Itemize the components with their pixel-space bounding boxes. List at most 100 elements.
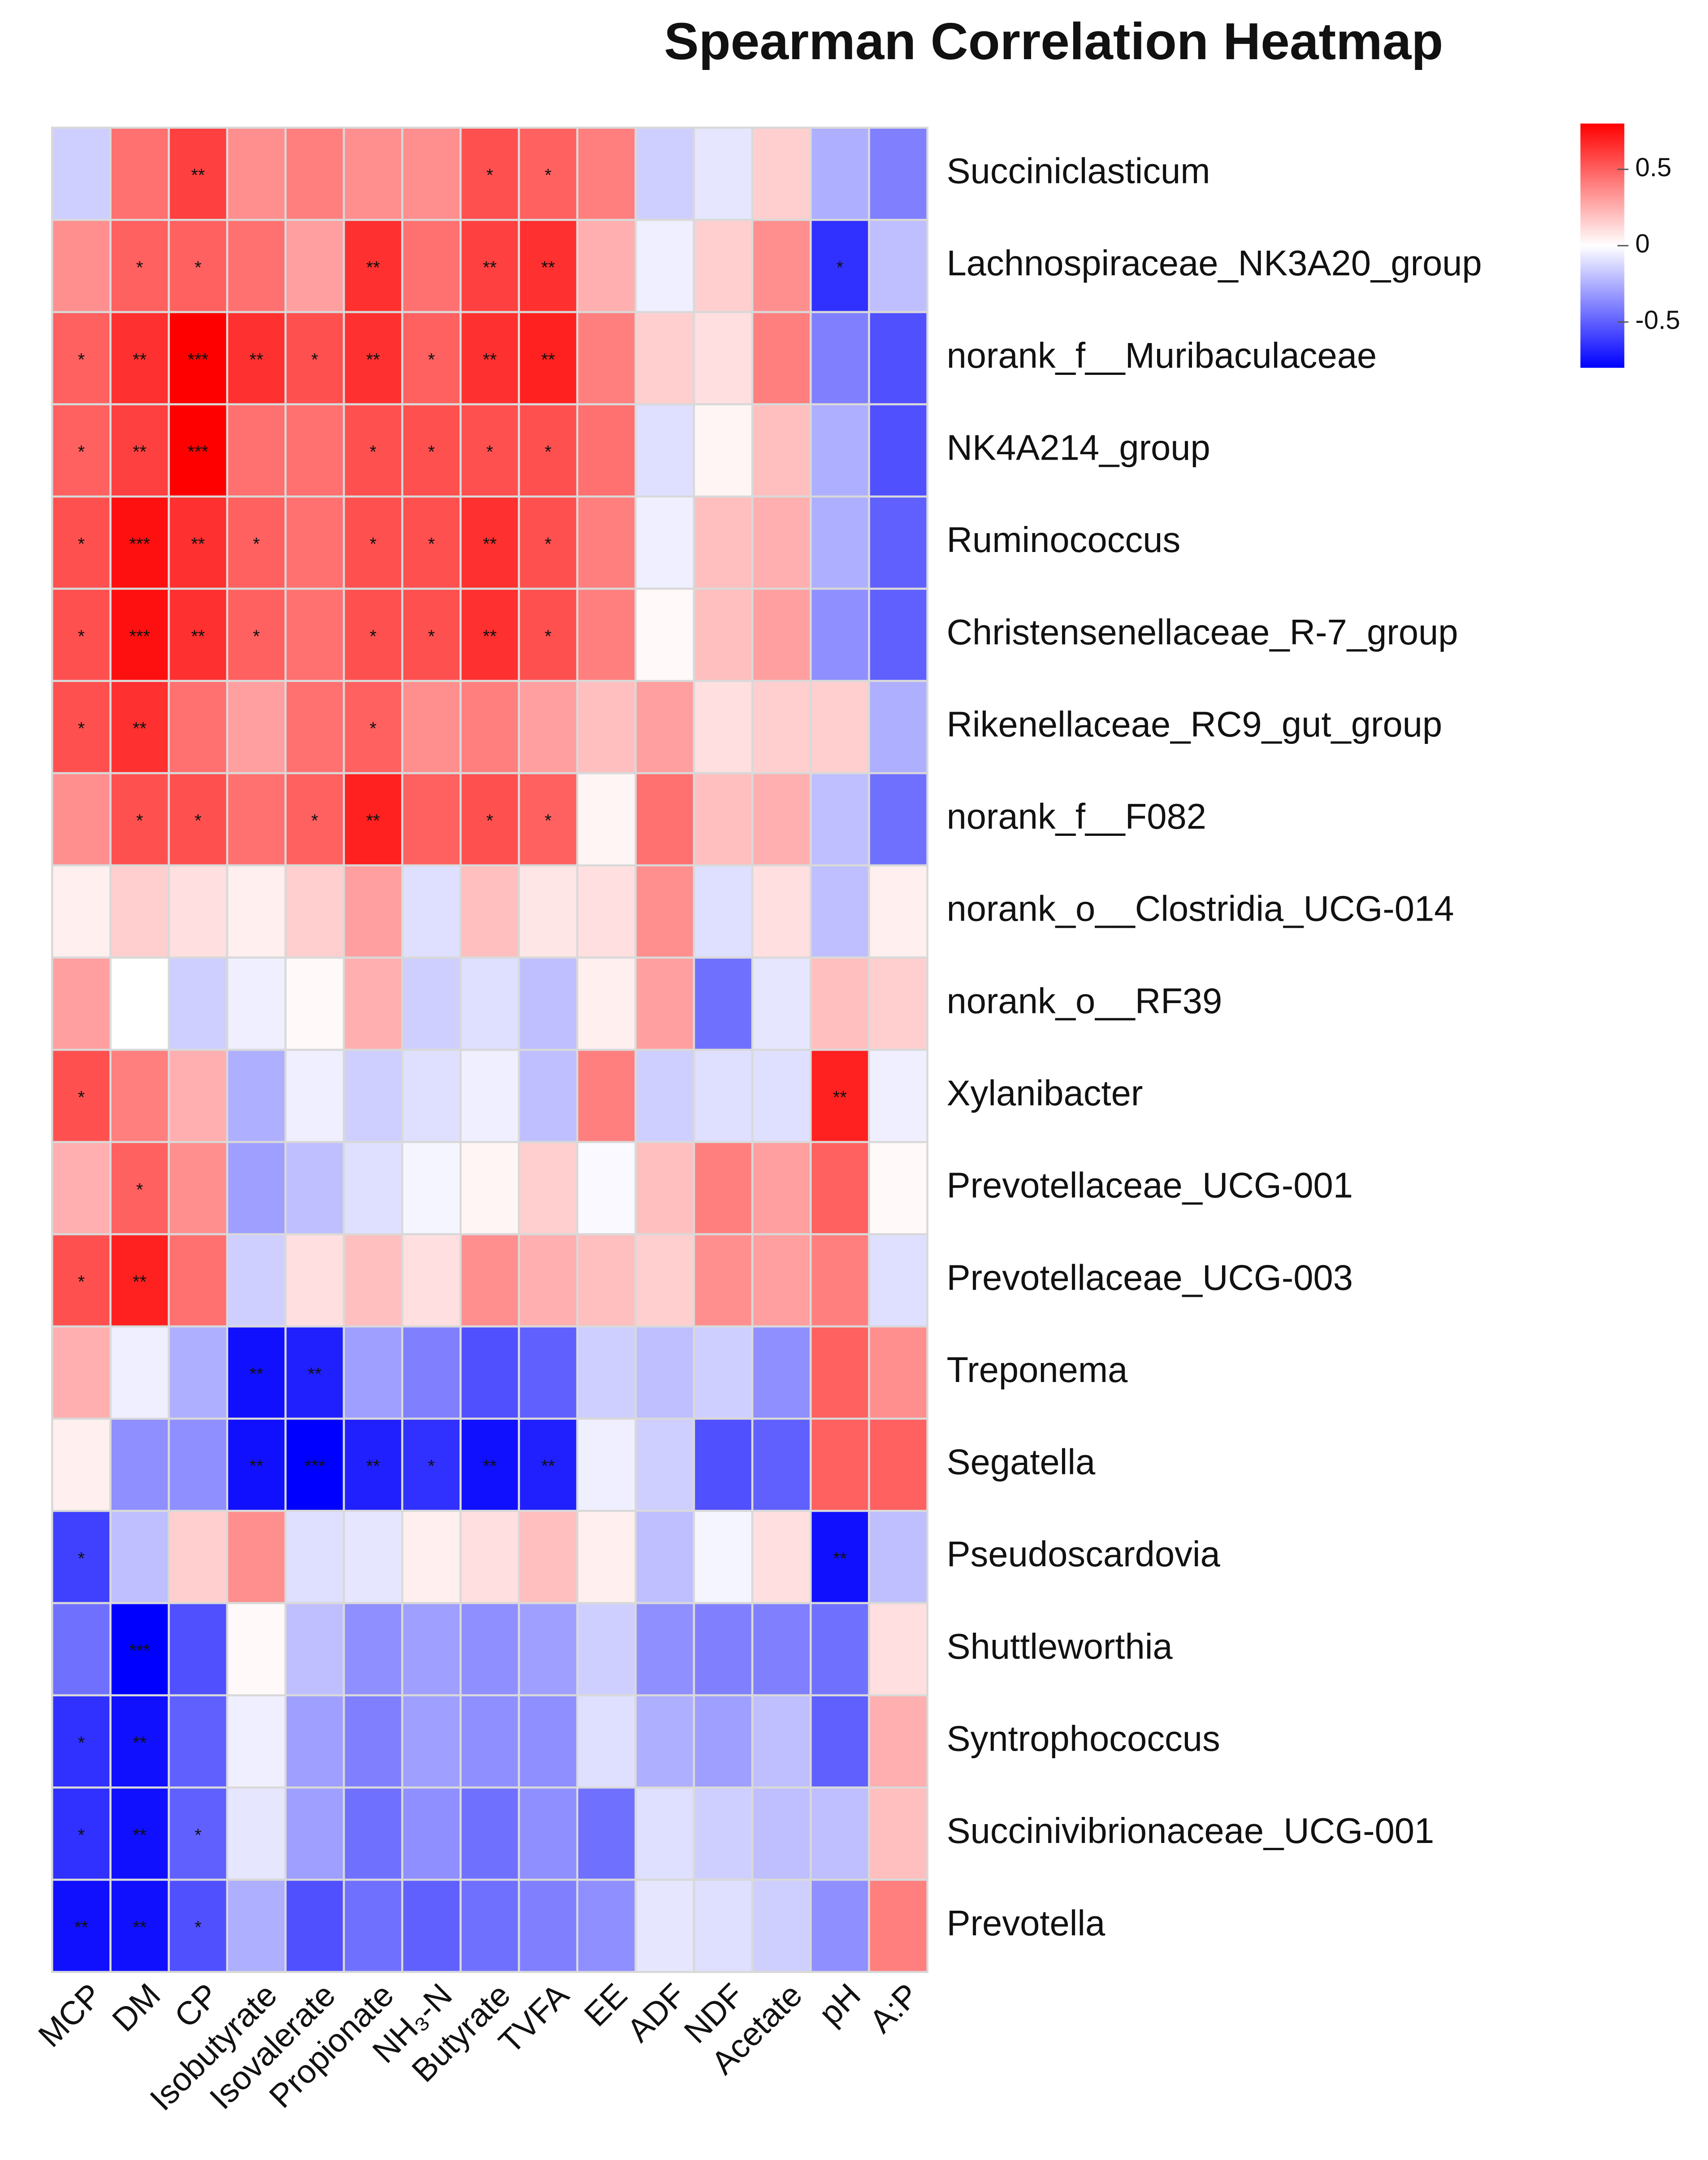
heatmap-cell: [168, 1048, 229, 1143]
heatmap-cell: [168, 403, 229, 498]
heatmap-cell: [634, 1141, 695, 1235]
heatmap-cell: [342, 864, 403, 959]
heatmap-cell: [810, 864, 870, 959]
heatmap-cell: [284, 956, 345, 1051]
heatmap-cell: [226, 495, 287, 590]
row-label: norank_f__F082: [947, 796, 1206, 836]
significance-mark: *: [195, 258, 201, 278]
significance-mark: *: [545, 535, 551, 554]
heatmap-cell: [401, 1786, 462, 1881]
heatmap-cell: [693, 311, 754, 405]
heatmap-cell: [868, 1048, 929, 1143]
heatmap-cell: [401, 1233, 462, 1328]
row-label: Prevotella: [947, 1903, 1105, 1943]
heatmap-cell: [342, 1233, 403, 1328]
heatmap-cell: [401, 403, 462, 498]
heatmap-cell: [51, 1510, 112, 1604]
significance-mark: **: [483, 535, 497, 554]
heatmap-cell: [518, 772, 579, 867]
heatmap-cell: [518, 1048, 579, 1143]
heatmap-cell: [284, 311, 345, 405]
row-label: Treponema: [947, 1350, 1128, 1390]
row-label: Segatella: [947, 1442, 1096, 1482]
row-label: Pseudoscardovia: [947, 1534, 1221, 1574]
significance-mark: *: [545, 811, 551, 831]
heatmap-cell: [518, 1602, 579, 1697]
heatmap-cell: [401, 1417, 462, 1512]
heatmap-cell: [342, 1602, 403, 1697]
heatmap-cell: [401, 1878, 462, 1973]
heatmap-cell: [576, 1233, 637, 1328]
significance-mark: ***: [129, 1641, 150, 1661]
heatmap-cell: [168, 956, 229, 1051]
significance-mark: *: [136, 1180, 143, 1200]
significance-mark: *: [136, 811, 143, 831]
heatmap-cell: [576, 1786, 637, 1881]
heatmap-cell: [109, 772, 170, 867]
significance-mark: *: [78, 626, 85, 646]
heatmap-cell: [284, 495, 345, 590]
heatmap-cell: [460, 1878, 520, 1973]
heatmap-cell: [460, 956, 520, 1051]
heatmap-cell: [693, 1786, 754, 1881]
heatmap-cell: [868, 311, 929, 405]
heatmap-cell: [284, 1694, 345, 1789]
heatmap-cell: [751, 956, 812, 1051]
heatmap-cell: [460, 1510, 520, 1604]
heatmap-cell: [460, 864, 520, 959]
heatmap-cell: [576, 1510, 637, 1604]
significance-mark: **: [483, 1456, 497, 1476]
heatmap-cell: [226, 1694, 287, 1789]
heatmap-cell: [518, 864, 579, 959]
heatmap-cell: [693, 219, 754, 313]
heatmap-cell: [460, 311, 520, 405]
row-label: NK4A214_group: [947, 427, 1210, 467]
heatmap-cell: [284, 1510, 345, 1604]
significance-mark: *: [136, 258, 143, 278]
heatmap-cell: [693, 495, 754, 590]
column-label: MCP: [31, 1977, 109, 2054]
heatmap-cell: [51, 956, 112, 1051]
column-label: ADF: [620, 1977, 693, 2049]
heatmap-cell: [751, 1510, 812, 1604]
heatmap-cell: [109, 1878, 170, 1973]
heatmap-cell: [51, 1048, 112, 1143]
heatmap-cell: [460, 680, 520, 774]
heatmap-cell: [342, 956, 403, 1051]
significance-mark: **: [191, 535, 205, 554]
heatmap-cell: [868, 1786, 929, 1881]
heatmap-cell: [460, 772, 520, 867]
heatmap-cell: [634, 1786, 695, 1881]
heatmap-cell: [810, 1417, 870, 1512]
heatmap-cell: [751, 1417, 812, 1512]
significance-mark: **: [191, 165, 205, 185]
significance-mark: *: [78, 350, 85, 369]
heatmap-cell: [51, 219, 112, 313]
heatmap-cell: [168, 126, 229, 221]
heatmap-cell: [751, 680, 812, 774]
heatmap-cell: [693, 1694, 754, 1789]
heatmap-cell: [868, 1694, 929, 1789]
heatmap-cell: [460, 1048, 520, 1143]
heatmap-cell: [168, 1602, 229, 1697]
heatmap-cell: [284, 126, 345, 221]
significance-mark: *: [486, 165, 493, 185]
heatmap-cell: [693, 1878, 754, 1973]
heatmap-cell: [810, 495, 870, 590]
heatmap-cell: [460, 1602, 520, 1697]
heatmap-cell: [693, 1417, 754, 1512]
heatmap-cell: [868, 956, 929, 1051]
heatmap-cell: [810, 1233, 870, 1328]
significance-mark: *: [545, 442, 551, 462]
heatmap-cell: [576, 311, 637, 405]
heatmap-cell: [226, 126, 287, 221]
heatmap-cell: [401, 1602, 462, 1697]
significance-mark: **: [133, 1825, 147, 1845]
heatmap-cell: [868, 219, 929, 313]
heatmap-cell: [168, 1510, 229, 1604]
significance-mark: ***: [187, 442, 208, 462]
heatmap-cell: [634, 1602, 695, 1697]
color-bar: [1580, 123, 1625, 368]
heatmap-cell: [576, 1325, 637, 1420]
heatmap-cell: [810, 1325, 870, 1420]
